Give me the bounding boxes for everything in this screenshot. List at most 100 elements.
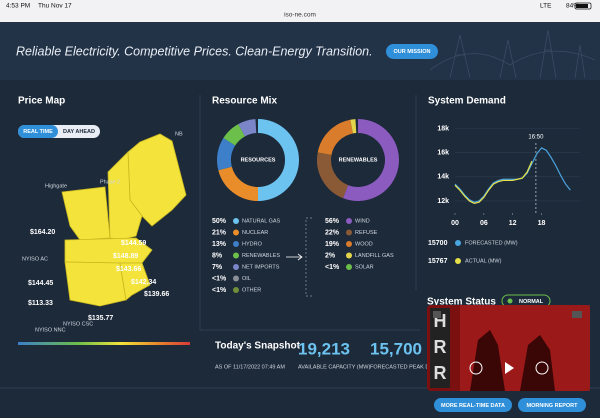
legend-dot <box>346 241 352 247</box>
percent: 56% <box>325 218 340 225</box>
resource-name: NET IMPORTS <box>242 264 280 270</box>
donut-segment <box>350 119 357 134</box>
resource-name: NATURAL GAS <box>242 218 281 224</box>
resource-name: REFUSE <box>355 230 378 236</box>
button-label[interactable]: MORNING REPORT <box>526 403 578 409</box>
logo-letter: R <box>434 363 447 383</box>
resource-name: LANDFILL GAS <box>355 253 394 259</box>
button[interactable] <box>518 398 586 412</box>
legend-label: ACTUAL (MW) <box>465 258 502 264</box>
button-label[interactable]: MORE REAL-TIME DATA <box>441 403 505 409</box>
battery-icon <box>574 2 592 10</box>
donut-segment <box>217 138 236 171</box>
donut-segment <box>342 119 399 201</box>
percent: 50% <box>212 218 227 225</box>
place-label: NYISO NNC <box>35 327 66 333</box>
legend-dot <box>346 229 352 236</box>
resource-name: WOOD <box>355 241 373 247</box>
video-overlay[interactable]: H R R <box>427 305 590 391</box>
percent: 13% <box>212 241 227 248</box>
tab-active[interactable] <box>18 125 58 138</box>
mission-button-label[interactable]: OUR MISSION <box>394 49 431 55</box>
expand[interactable] <box>572 311 582 318</box>
place-label: NB <box>175 131 183 137</box>
place-label: NYISO CSC <box>63 321 93 327</box>
demand-line <box>454 147 571 203</box>
legend-dot <box>233 229 239 236</box>
tab[interactable]: REAL TIME <box>23 129 53 135</box>
legend-dot <box>346 264 352 270</box>
x-tick-label: 12 <box>509 220 517 227</box>
donut-segment <box>317 152 349 199</box>
system-demand-title: System Demand <box>428 96 506 107</box>
map <box>61 133 187 307</box>
play[interactable] <box>505 362 514 374</box>
close[interactable] <box>433 311 441 318</box>
legend-dot <box>233 287 239 293</box>
legend-dot <box>455 240 461 246</box>
region <box>119 262 151 301</box>
y-tick-label: 18k <box>437 125 449 132</box>
legend-dot <box>233 264 239 270</box>
y-tick-label: 12k <box>437 198 449 205</box>
x-tick-label: 18 <box>538 220 546 227</box>
donut-segment <box>223 124 246 146</box>
snapshot-title: Today's Snapshot <box>215 341 301 352</box>
donut-label: RENEWABLES <box>339 157 378 163</box>
y-tick-label: 16k <box>437 150 449 157</box>
price-map-labels: NB Highgate Phase 2 NYISO AC NYISO NNCNYISO … <box>22 131 183 333</box>
metric-label: AVAILABLE CAPACITY (MW) <box>298 364 370 370</box>
percent: <1% <box>212 275 227 282</box>
tab[interactable]: DAY AHEAD <box>63 129 95 135</box>
battery-level <box>576 4 588 8</box>
x-tick-label: 06 <box>480 220 488 227</box>
price-label: $164.20 <box>30 229 55 236</box>
forward[interactable] <box>535 361 549 375</box>
resource-name: RENEWABLES <box>242 253 280 259</box>
donut-label: RESOURCES <box>241 157 276 163</box>
figures <box>470 330 555 391</box>
demand-line <box>454 160 533 204</box>
price-label: $144.45 <box>28 280 53 287</box>
resource-name: WIND <box>355 218 370 224</box>
bracket <box>305 217 312 297</box>
legend-dot <box>233 275 239 282</box>
y-tick-label: 14k <box>437 174 449 181</box>
metric-value: 19,213 <box>298 339 350 358</box>
date: Thu Nov 17 <box>38 3 72 10</box>
url[interactable]: iso-ne.com <box>284 12 316 19</box>
price-label: $113.33 <box>28 300 53 307</box>
place-label: Phase 2 <box>100 179 120 185</box>
resource-name: OIL <box>242 276 251 282</box>
percent: <1% <box>212 287 227 294</box>
legend-label: FORECASTED (MW) <box>465 240 518 246</box>
mission-button[interactable] <box>386 44 438 59</box>
percent: 19% <box>325 241 340 248</box>
price-label: $142.34 <box>131 279 156 286</box>
metric-label: FORECASTED PEAK DEMAND (MW) <box>370 364 464 370</box>
resource-mix-title: Resource Mix <box>212 96 277 107</box>
legend-dot <box>233 218 239 224</box>
percent: 22% <box>325 229 340 236</box>
snapshot-date: AS OF 11/17/2022 07:49 AM <box>215 364 285 370</box>
donut-segment <box>218 166 259 201</box>
status: NORMAL <box>519 299 544 305</box>
donut-segment <box>238 119 257 137</box>
status-bar <box>0 0 600 22</box>
time: 4:53 PM <box>6 3 30 10</box>
resource-name: OTHER <box>242 287 261 293</box>
place-label: Highgate <box>45 183 67 189</box>
donut-segment <box>257 119 299 201</box>
legend-dot <box>233 241 239 247</box>
donut-segment <box>317 119 354 156</box>
network: LTE <box>540 3 552 10</box>
resource-mix: RESOURCES RENEWABLES 50% NATURAL GAS 21% NUCL… <box>212 119 399 294</box>
time-marker-label: 16:50 <box>528 135 544 141</box>
percent: <1% <box>325 264 340 271</box>
tagline: Reliable Electricity. Competitive Prices… <box>16 44 373 58</box>
button[interactable] <box>434 398 512 412</box>
rewind[interactable] <box>469 361 483 375</box>
metric-value: 15,700 <box>370 339 422 358</box>
percent: 21% <box>212 229 227 236</box>
